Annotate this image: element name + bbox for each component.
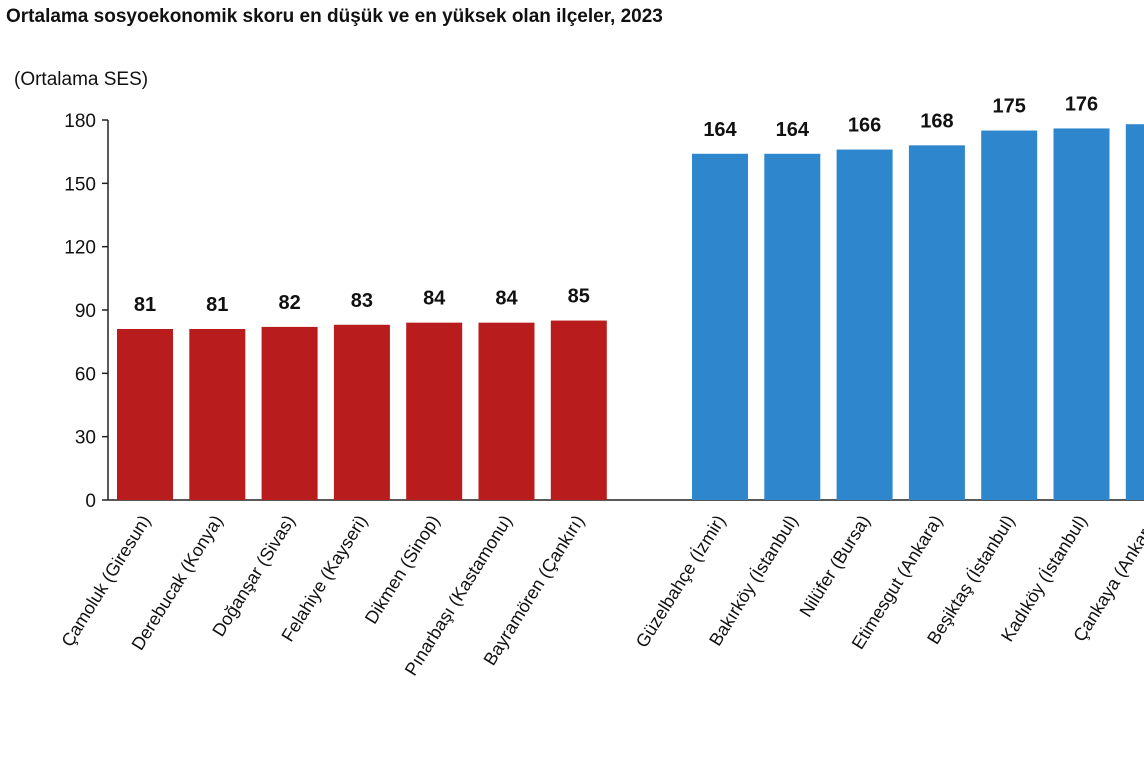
data-label: 81: [206, 294, 228, 316]
y-tick-label: 90: [75, 301, 96, 322]
data-labels: 818182838484851641641661681751761: [134, 93, 1098, 316]
category-labels: Çamoluk (Giresun)Derebucak (Konya)Doğanş…: [57, 512, 1144, 680]
y-tick-label: 0: [85, 491, 96, 512]
bar: [189, 329, 246, 500]
bar: [764, 153, 821, 500]
category-label: Nilüfer (Bursa): [796, 512, 874, 621]
y-tick-label: 150: [64, 174, 96, 195]
data-label: 164: [703, 119, 737, 141]
y-tick-label: 180: [64, 111, 96, 132]
data-label: 82: [278, 292, 300, 314]
y-axis-unit-label: (Ortalama SES): [14, 69, 148, 90]
bar: [333, 324, 390, 500]
bar: [1125, 124, 1144, 500]
data-label: 84: [495, 288, 518, 310]
data-label: 176: [1065, 93, 1098, 115]
y-tick-label: 60: [75, 364, 96, 385]
data-label: 175: [993, 96, 1026, 118]
bar: [478, 322, 535, 500]
data-label: 84: [423, 288, 446, 310]
bar: [117, 329, 173, 500]
y-tick-label: 120: [64, 238, 96, 259]
bar: [908, 145, 965, 501]
bar: [981, 130, 1038, 501]
y-tick-label: 30: [75, 428, 96, 449]
data-label: 164: [776, 119, 810, 141]
data-label: 81: [134, 294, 156, 316]
data-label: 85: [568, 286, 590, 308]
bar: [550, 320, 607, 500]
chart-title: Ortalama sosyoekonomik skoru en düşük ve…: [6, 6, 663, 27]
bar: [692, 153, 748, 500]
data-label: 168: [920, 110, 953, 132]
data-label: 166: [848, 115, 881, 137]
bar: [261, 326, 318, 500]
bars: [117, 124, 1144, 501]
bar: [1053, 128, 1110, 500]
y-axis-ticks: 0 30 60 90 120 150 180: [64, 111, 108, 512]
category-label: Dikmen (Sinop): [361, 512, 444, 628]
bar: [406, 322, 463, 500]
data-label: 83: [351, 290, 373, 312]
bar: [836, 149, 893, 501]
